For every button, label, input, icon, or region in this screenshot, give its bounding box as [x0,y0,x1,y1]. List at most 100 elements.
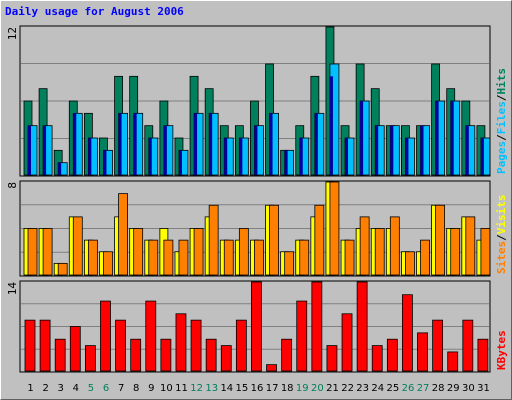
bar-kbytes-day-6 [100,300,111,372]
bar-kbytes-day-25 [386,338,398,372]
legend-sep: / [495,94,508,101]
bar-sites-day-24 [374,228,385,276]
bar-pages-day-18 [284,150,288,175]
x-tick-day-8: 8 [133,383,139,394]
x-tick-day-5: 5 [88,383,94,394]
bar-sites-day-15 [238,228,249,276]
bar-pages-day-21 [329,76,333,175]
panel-top-max-label: 12 [6,27,19,40]
bar-pages-day-3 [58,162,62,175]
legend-sep: / [495,234,508,241]
bar-sites-day-16 [254,239,264,276]
bar-sites-day-14 [223,239,234,276]
bar-pages-day-19 [299,138,303,175]
x-tick-day-7: 7 [118,383,124,394]
x-tick-day-30: 30 [462,383,475,394]
bar-kbytes-day-16 [251,281,262,372]
bar-pages-day-25 [390,125,394,175]
bar-pages-day-4 [73,113,77,175]
bar-pages-day-2 [43,125,47,175]
bar-kbytes-day-2 [39,319,51,372]
bar-kbytes-day-12 [190,319,202,372]
x-tick-day-24: 24 [371,383,384,394]
bar-pages-day-6 [103,150,107,175]
x-tick-day-23: 23 [356,383,369,394]
legend-hits: Hits [495,68,508,95]
x-tick-day-29: 29 [447,383,460,394]
x-tick-day-10: 10 [160,383,173,394]
bar-kbytes-day-8 [130,338,142,372]
bar-sites-day-6 [103,251,113,276]
bar-pages-day-27 [420,125,424,175]
bar-kbytes-day-3 [54,338,66,372]
bar-pages-day-23 [360,101,364,175]
x-tick-day-18: 18 [281,383,294,394]
bar-pages-day-9 [148,138,152,175]
x-tick-day-31: 31 [477,383,490,394]
panel-middle-legend: Sites/Visits [495,195,508,275]
panel-middle-max-label: 8 [6,182,19,189]
bar-pages-day-30 [465,125,469,175]
bar-kbytes-day-24 [371,345,383,372]
bar-pages-day-17 [269,113,273,175]
bar-sites-day-12 [193,228,204,276]
bar-sites-day-26 [405,251,415,276]
bar-kbytes-day-17 [266,364,277,372]
bar-sites-day-7 [118,193,128,276]
chart-title: Daily usage for August 2006 [5,5,184,18]
bar-kbytes-day-1 [24,319,36,372]
x-tick-day-2: 2 [42,383,48,394]
bar-sites-day-17 [269,204,279,276]
bar-pages-day-10 [163,125,167,175]
bar-kbytes-day-29 [447,351,459,372]
x-tick-day-21: 21 [326,383,339,394]
bar-sites-day-22 [344,239,355,276]
legend-pages: Pages [495,141,508,174]
bar-sites-day-8 [133,228,144,276]
x-tick-day-12: 12 [190,383,203,394]
bar-sites-day-19 [299,239,310,276]
legend-files: Files [495,101,508,134]
x-tick-day-17: 17 [266,383,279,394]
x-tick-day-3: 3 [58,383,64,394]
bar-sites-day-18 [284,251,295,276]
x-tick-day-25: 25 [387,383,400,394]
legend-kbytes: KBytes [495,330,508,370]
bar-kbytes-day-21 [326,345,338,372]
bar-sites-day-25 [389,216,400,276]
x-tick-day-11: 11 [175,383,188,394]
bar-sites-day-31 [480,228,491,276]
bar-pages-day-31 [480,138,484,175]
bar-kbytes-day-5 [84,345,96,372]
x-tick-day-9: 9 [148,383,154,394]
bar-kbytes-day-14 [220,345,232,372]
bar-pages-day-7 [118,113,122,175]
bar-kbytes-day-7 [115,319,126,372]
bar-pages-day-5 [88,138,92,175]
bar-sites-day-28 [435,204,446,276]
bar-kbytes-day-19 [296,300,308,372]
bar-sites-day-27 [420,239,430,276]
bar-sites-day-11 [178,239,189,276]
x-tick-day-14: 14 [220,383,233,394]
bar-sites-day-3 [57,262,68,276]
bar-pages-day-1 [28,125,31,175]
bar-sites-day-20 [314,204,325,276]
x-tick-day-19: 19 [296,383,309,394]
x-tick-day-4: 4 [73,383,79,394]
bar-pages-day-20 [314,113,318,175]
bar-pages-day-22 [345,138,349,175]
bar-kbytes-day-15 [235,319,247,372]
legend-visits: Visits [495,195,508,235]
bar-sites-day-10 [163,239,174,276]
bar-sites-day-9 [148,239,159,276]
x-tick-day-27: 27 [417,383,430,394]
bar-kbytes-day-26 [402,294,413,372]
bar-kbytes-day-20 [311,281,323,372]
bar-pages-day-11 [178,150,182,175]
bar-pages-day-13 [209,113,213,175]
bar-kbytes-day-23 [356,281,368,372]
bar-kbytes-day-31 [477,338,489,372]
bar-sites-day-21 [329,181,340,276]
bar-pages-day-28 [435,101,439,175]
